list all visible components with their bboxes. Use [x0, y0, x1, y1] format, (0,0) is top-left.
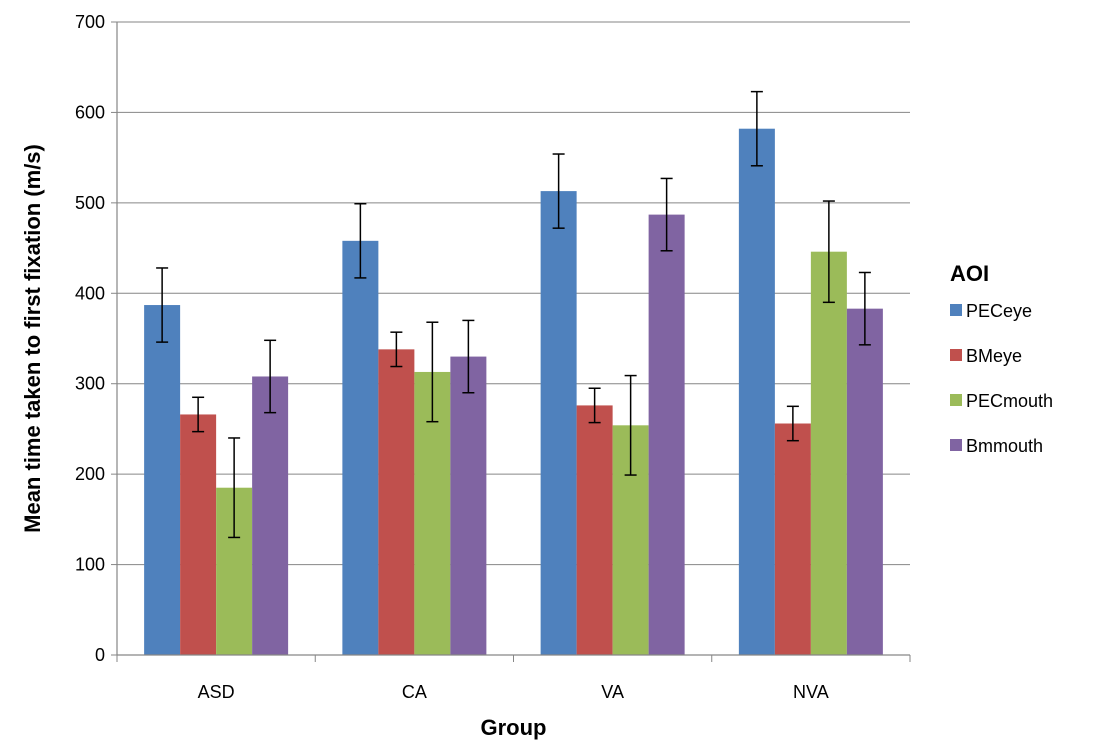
legend-label: PECeye [966, 301, 1032, 321]
bar [252, 376, 289, 655]
y-tick-label: 500 [75, 193, 105, 213]
x-tick-label: ASD [198, 682, 235, 702]
legend-swatch [950, 349, 962, 361]
y-tick-label: 600 [75, 102, 105, 122]
bar [450, 356, 487, 655]
x-tick-label: VA [601, 682, 624, 702]
y-tick-label: 200 [75, 464, 105, 484]
x-tick-label: NVA [793, 682, 829, 702]
bars-group [144, 128, 883, 656]
y-tick-label: 100 [75, 555, 105, 575]
legend-swatch [950, 439, 962, 451]
y-tick-label: 700 [75, 12, 105, 32]
bar [540, 191, 577, 655]
x-axis-title: Group [481, 715, 547, 740]
bar [738, 128, 775, 656]
legend-label: BMeye [966, 346, 1022, 366]
y-tick-labels: 0 100 200 300 400 500 600 700 [75, 12, 105, 665]
bar [378, 349, 415, 655]
x-tick-label: CA [402, 682, 427, 702]
legend-label: Bmmouth [966, 436, 1043, 456]
legend-swatch [950, 304, 962, 316]
y-tick-label: 0 [95, 645, 105, 665]
error-bars-group [156, 90, 871, 539]
bar [180, 414, 217, 655]
bar [810, 251, 847, 655]
axes [116, 22, 910, 656]
legend: AOI PECeye BMeye PECmouth Bmmouth [950, 261, 1053, 456]
bar [846, 308, 883, 655]
bar [648, 214, 685, 655]
bar [774, 423, 811, 655]
legend-label: PECmouth [966, 391, 1053, 411]
legend-swatch [950, 394, 962, 406]
legend-title: AOI [950, 261, 989, 286]
y-axis-title: Mean time taken to first fixation (m/s) [20, 144, 45, 533]
bar [342, 240, 379, 655]
y-tick-label: 400 [75, 283, 105, 303]
bar [144, 305, 181, 655]
y-tick-label: 300 [75, 374, 105, 394]
x-tick-labels: ASD CA VA NVA [198, 682, 829, 702]
bar [576, 405, 613, 655]
